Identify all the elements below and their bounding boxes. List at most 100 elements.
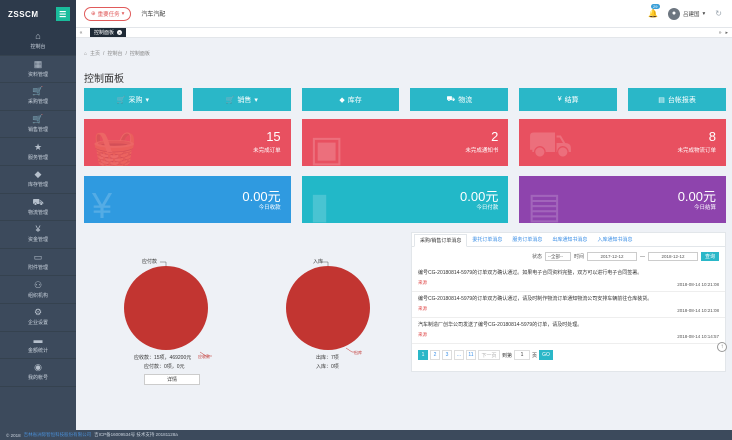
- tab-scroll-right-icon[interactable]: »: [718, 29, 722, 36]
- message-tab[interactable]: 出库通知书消息: [552, 237, 588, 243]
- user-menu[interactable]: ● 吕建国 ▾: [668, 7, 706, 20]
- message-tabs: 采购/销售订单消息 委托订单消息 服务订单消息 出库通知书消息 入库通知书消息: [412, 233, 725, 247]
- stat-card[interactable]: ▤ 0.00元 今日结算: [519, 176, 727, 223]
- chevron-down-icon: ▾: [121, 10, 125, 17]
- module-icon: ▤: [658, 96, 665, 104]
- message-item[interactable]: 编号CG-20180814-5979的订单双方确认通过。如果电子合同资料完整，双…: [412, 266, 725, 292]
- go-button[interactable]: GO: [539, 350, 554, 360]
- module-button[interactable]: 🛒 采购 ▾: [84, 88, 182, 111]
- message-item[interactable]: 汽车制造厂创华公司发送了编号CG-20180814-5979的订单，请及时处理。…: [412, 318, 725, 344]
- menu-toggle-icon[interactable]: ☰: [56, 7, 70, 21]
- sidebar-item-label: 销售管理: [27, 127, 48, 134]
- sidebar-item-label: 服务管理: [27, 154, 48, 161]
- module-label: 结算: [564, 96, 579, 104]
- breadcrumb-sep: /: [103, 50, 105, 57]
- tab-close-icon[interactable]: ×: [117, 30, 123, 35]
- breadcrumb: ⌂ 主页 / 控制台 / 控制面板: [84, 50, 150, 58]
- module-icon: ⛟: [446, 96, 456, 103]
- module-button[interactable]: 🛒 销售 ▾: [192, 88, 291, 111]
- sidebar-item[interactable]: ⚇ 组织机构: [0, 276, 76, 304]
- message-tab[interactable]: 委托订单消息: [472, 237, 503, 243]
- detail-button[interactable]: 详情: [144, 374, 200, 385]
- refresh-icon[interactable]: ↻: [715, 9, 722, 18]
- stat-card[interactable]: ▣ 2 未完成通知书: [301, 119, 509, 166]
- module-button[interactable]: ◆ 库存: [301, 88, 400, 111]
- sidebar-item[interactable]: ▦ 资料管理: [0, 56, 76, 84]
- avatar: ●: [668, 7, 681, 20]
- sidebar-item-label: 金额统计: [27, 347, 48, 354]
- sidebar-item[interactable]: ⛟ 物流管理: [0, 194, 76, 222]
- sidebar-item-icon: 🛒: [32, 86, 44, 97]
- sidebar-item[interactable]: ▬ 金额统计: [0, 332, 76, 360]
- tab-scroll-left-icon[interactable]: «: [79, 29, 83, 36]
- module-icon: 🛒: [116, 96, 126, 104]
- sidebar-item[interactable]: ⚙ 企业设置: [0, 304, 76, 332]
- message-text: 汽车制造厂创华公司发送了编号CG-20180814-5979的订单，请及时处理。: [418, 322, 583, 328]
- tab-menu-icon[interactable]: ▸: [725, 29, 728, 36]
- stat-card[interactable]: ▮ 0.00元 今日付款: [301, 176, 509, 223]
- important-task-button[interactable]: ⊕ 重要任务 ▾: [84, 6, 132, 21]
- message-item[interactable]: 编号CG-20180814-5979的订单双方确认通过，请及时制作物流订单通知物…: [412, 292, 725, 318]
- stat-cards-row2: ¥0.00元 今日收款 ▮ 0.00元 今日付款 ▤ 0.00元 今日结算: [84, 176, 727, 223]
- module-label: 采购: [128, 96, 143, 104]
- page-button[interactable]: 2: [430, 350, 440, 360]
- sidebar-item[interactable]: 🛒 采购管理: [0, 83, 76, 111]
- module-buttons: 🛒 采购 ▾ 🛒 销售 ▾ ◆ 库存 ⛟ 物流 ¥ 结算 ▤ 台帐报表: [84, 88, 726, 111]
- message-source[interactable]: 来源: [418, 332, 427, 337]
- message-tab[interactable]: 采购/销售订单消息: [414, 234, 468, 247]
- sidebar-item[interactable]: ◉ 我的帐号: [0, 359, 76, 387]
- stat-card[interactable]: ⛟ 8 未完成物流订单: [519, 119, 727, 166]
- module-button[interactable]: ⛟ 物流: [410, 88, 509, 111]
- card-label: 未完成订单: [253, 148, 281, 154]
- page-button[interactable]: 1: [418, 350, 428, 360]
- tab-label: 控制面板: [94, 30, 115, 36]
- card-watermark-icon: ¥: [92, 185, 113, 223]
- sidebar-item[interactable]: ★ 服务管理: [0, 138, 76, 166]
- module-button[interactable]: ▤ 台帐报表: [628, 88, 726, 111]
- footer-company-link[interactable]: 吉林省洲际智恒科技股份有限公司: [23, 432, 92, 437]
- chevron-down-icon: ▾: [702, 10, 706, 17]
- status-select[interactable]: --全部--: [544, 252, 571, 261]
- date-to-input[interactable]: 2018-12-12: [648, 252, 698, 261]
- breadcrumb-home[interactable]: 主页: [90, 51, 101, 57]
- pie-right-line2: 入库：0项: [316, 364, 339, 370]
- message-source[interactable]: 来源: [418, 306, 427, 311]
- jump-page-input[interactable]: 1: [514, 350, 531, 360]
- topbar: ⊕ 重要任务 ▾ 汽车汽配 🔔 29 ● 吕建国 ▾ ↻: [76, 0, 732, 28]
- sidebar-item[interactable]: ▭ 附件管理: [0, 249, 76, 277]
- company-name: 汽车汽配: [141, 12, 166, 18]
- scroll-top-icon[interactable]: ↑: [717, 342, 727, 352]
- sidebar-item[interactable]: ¥ 资金管理: [0, 221, 76, 249]
- stat-card[interactable]: 🧺 15 未完成订单: [84, 119, 291, 166]
- page-button[interactable]: 11: [466, 350, 476, 360]
- notification-bell-icon[interactable]: 🔔 29: [648, 4, 660, 18]
- pie-left-top-label: 应付款: [142, 259, 158, 265]
- sidebar-item-label: 资金管理: [27, 237, 48, 244]
- sidebar-item[interactable]: ⌂ 控制台: [0, 28, 76, 56]
- breadcrumb-level1[interactable]: 控制台: [107, 51, 123, 57]
- message-tab[interactable]: 入库通知书消息: [597, 237, 633, 243]
- next-page-button[interactable]: 下一页: [478, 350, 500, 360]
- card-value: 2: [491, 129, 499, 144]
- module-button[interactable]: ¥ 结算: [519, 88, 618, 111]
- message-filter: 状态 --全部-- 时间 2017-12-12 — 2018-12-12 查询: [412, 247, 725, 266]
- message-panel: 采购/销售订单消息 委托订单消息 服务订单消息 出库通知书消息 入库通知书消息 状态 -…: [411, 232, 726, 372]
- message-time: 2018-08-14 10:21:08: [677, 282, 719, 287]
- card-value: 0.00元: [677, 189, 717, 204]
- card-value: 8: [708, 129, 717, 144]
- message-source[interactable]: 来源: [418, 280, 427, 285]
- sidebar-item[interactable]: ◆ 库存管理: [0, 166, 76, 194]
- date-from-input[interactable]: 2017-12-12: [587, 252, 637, 261]
- sidebar-item[interactable]: 🛒 销售管理: [0, 111, 76, 139]
- query-button[interactable]: 查询: [701, 252, 719, 261]
- card-watermark-icon: ▤: [527, 185, 562, 223]
- stat-card[interactable]: ¥0.00元 今日收款: [84, 176, 291, 223]
- page-button[interactable]: ...: [454, 350, 464, 360]
- sidebar-item-icon: 🛒: [32, 114, 44, 125]
- stat-cards-row1: 🧺 15 未完成订单 ▣ 2 未完成通知书 ⛟ 8 未完成物流订单: [84, 119, 727, 166]
- page-button[interactable]: 3: [442, 350, 452, 360]
- module-label: 库存: [347, 96, 362, 104]
- message-tab[interactable]: 服务订单消息: [512, 237, 543, 243]
- tab-control-panel[interactable]: 控制面板 ×: [90, 28, 127, 37]
- sidebar-item-label: 组织机构: [27, 292, 48, 299]
